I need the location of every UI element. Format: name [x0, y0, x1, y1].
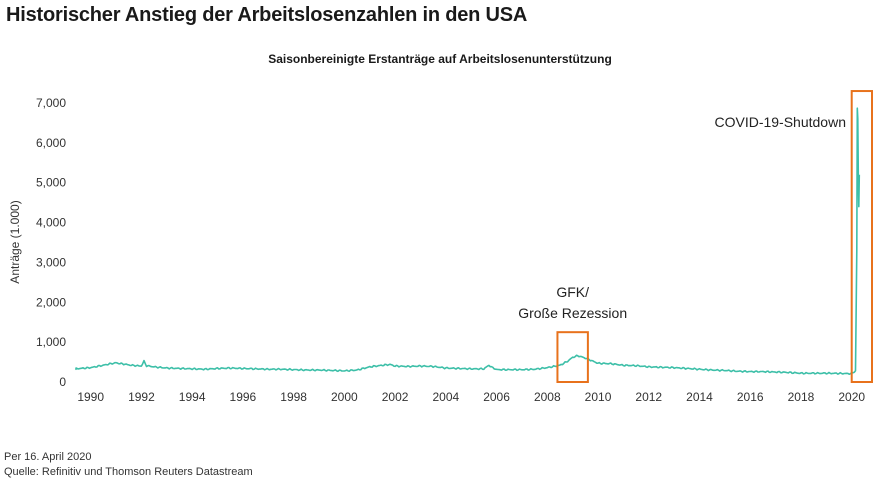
y-axis-label: Anträge (1.000) — [8, 200, 22, 283]
x-tick-label: 2014 — [686, 390, 713, 404]
x-tick-label: 2002 — [382, 390, 409, 404]
footer-source: Quelle: Refinitiv und Thomson Reuters Da… — [4, 466, 253, 478]
x-tick-label: 1990 — [77, 390, 104, 404]
footer-date: Per 16. April 2020 — [4, 451, 92, 463]
line-chart: Anträge (1.000) 0 1,000 2,000 3,000 4,000 5,0… — [8, 90, 873, 404]
series-line-erstanträge — [75, 107, 861, 375]
x-tick-label: 2004 — [432, 390, 459, 404]
x-tick-label: 1998 — [280, 390, 307, 404]
x-tick-label: 1992 — [128, 390, 155, 404]
covid-label: COVID-19-Shutdown — [714, 114, 846, 130]
x-tick-label: 2000 — [331, 390, 358, 404]
x-tick-label: 2008 — [534, 390, 561, 404]
x-tick-label: 2018 — [788, 390, 815, 404]
series-group — [75, 107, 861, 375]
chart-main-title: Historischer Anstieg der Arbeitslosenzah… — [6, 4, 528, 26]
y-tick-label: 1,000 — [36, 335, 66, 349]
gfk-label-line2: Große Rezession — [518, 305, 627, 321]
x-tick-label: 2012 — [635, 390, 662, 404]
chart-subtitle: Saisonbereinigte Erstanträge auf Arbeits… — [268, 52, 612, 66]
gfk-highlight-box — [556, 331, 589, 383]
covid-highlight-box — [850, 90, 873, 384]
x-tick-label: 2010 — [585, 390, 612, 404]
y-tick-label: 5,000 — [36, 176, 66, 190]
x-tick-label: 2020 — [838, 390, 865, 404]
y-tick-label: 4,000 — [36, 216, 66, 230]
y-tick-label: 6,000 — [36, 136, 66, 150]
x-axis-ticks: 1990 1992 1994 1996 1998 2000 2002 2004 2006 2008… — [77, 390, 865, 404]
x-tick-label: 1996 — [230, 390, 257, 404]
y-axis-ticks: 0 1,000 2,000 3,000 4,000 5,000 6,000 7,000 — [36, 96, 66, 389]
y-tick-label: 3,000 — [36, 255, 66, 269]
x-tick-label: 2006 — [483, 390, 510, 404]
x-tick-label: 1994 — [179, 390, 206, 404]
y-tick-label: 2,000 — [36, 295, 66, 309]
gfk-label: GFK/ — [556, 284, 589, 300]
annotations: GFK/Große Rezession COVID-19-Shutdown — [518, 90, 873, 384]
x-tick-label: 2016 — [737, 390, 764, 404]
y-tick-label: 7,000 — [36, 96, 66, 110]
y-tick-label: 0 — [59, 375, 66, 389]
